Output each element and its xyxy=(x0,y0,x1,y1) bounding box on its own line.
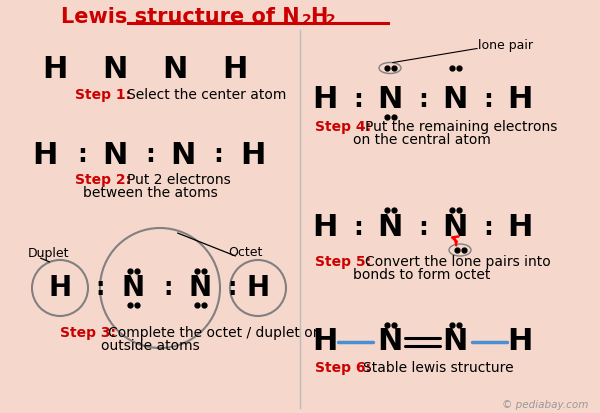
Text: Stable lewis structure: Stable lewis structure xyxy=(363,361,514,375)
Text: H: H xyxy=(247,274,269,302)
Text: Put 2 electrons: Put 2 electrons xyxy=(127,173,231,187)
Text: Step 2:: Step 2: xyxy=(75,173,131,187)
Text: N: N xyxy=(103,140,128,169)
Text: H: H xyxy=(223,55,248,85)
Text: N: N xyxy=(442,328,467,356)
Text: N: N xyxy=(188,274,212,302)
Text: Complete the octet / duplet on: Complete the octet / duplet on xyxy=(108,326,322,340)
Text: Convert the lone pairs into: Convert the lone pairs into xyxy=(365,255,551,269)
Text: Step 5:: Step 5: xyxy=(315,255,371,269)
Text: H: H xyxy=(508,85,533,114)
Text: H: H xyxy=(313,214,338,242)
Text: Put the remaining electrons: Put the remaining electrons xyxy=(365,120,557,134)
Text: :: : xyxy=(145,143,155,167)
Text: Step 3:: Step 3: xyxy=(60,326,116,340)
Text: Lewis structure of N: Lewis structure of N xyxy=(61,7,300,27)
Text: :: : xyxy=(418,88,428,112)
Text: N: N xyxy=(377,85,403,114)
Text: N: N xyxy=(103,55,128,85)
Text: H: H xyxy=(310,7,328,27)
Text: :: : xyxy=(483,88,493,112)
Text: N: N xyxy=(377,214,403,242)
Text: bonds to form octet: bonds to form octet xyxy=(353,268,491,282)
Text: N: N xyxy=(442,85,467,114)
Text: :: : xyxy=(77,143,87,167)
Text: 2: 2 xyxy=(302,13,312,27)
Text: H: H xyxy=(313,85,338,114)
Text: :: : xyxy=(213,143,223,167)
Text: :: : xyxy=(163,276,173,300)
Text: :: : xyxy=(227,276,236,300)
Text: H: H xyxy=(508,328,533,356)
Text: N: N xyxy=(377,328,403,356)
Text: Select the center atom: Select the center atom xyxy=(127,88,286,102)
Text: H: H xyxy=(49,274,71,302)
Text: H: H xyxy=(241,140,266,169)
Text: Step 4:: Step 4: xyxy=(315,120,371,134)
Text: Step 1:: Step 1: xyxy=(75,88,131,102)
Text: H: H xyxy=(43,55,68,85)
Text: Duplet: Duplet xyxy=(28,247,70,259)
Text: :: : xyxy=(95,276,104,300)
Text: lone pair: lone pair xyxy=(478,38,533,52)
Text: H: H xyxy=(313,328,338,356)
Text: 2: 2 xyxy=(326,13,336,27)
Text: :: : xyxy=(353,216,363,240)
Text: :: : xyxy=(353,88,363,112)
Text: H: H xyxy=(508,214,533,242)
Text: N: N xyxy=(170,140,196,169)
Text: outside atoms: outside atoms xyxy=(101,339,199,353)
Text: N: N xyxy=(121,274,145,302)
Text: © pediabay.com: © pediabay.com xyxy=(502,400,588,410)
Text: :: : xyxy=(483,216,493,240)
Text: H: H xyxy=(32,140,58,169)
Text: Octet: Octet xyxy=(228,247,262,259)
Text: Step 6:: Step 6: xyxy=(315,361,371,375)
Text: N: N xyxy=(442,214,467,242)
Text: :: : xyxy=(418,216,428,240)
Text: N: N xyxy=(163,55,188,85)
Text: on the central atom: on the central atom xyxy=(353,133,491,147)
Text: between the atoms: between the atoms xyxy=(83,186,217,200)
